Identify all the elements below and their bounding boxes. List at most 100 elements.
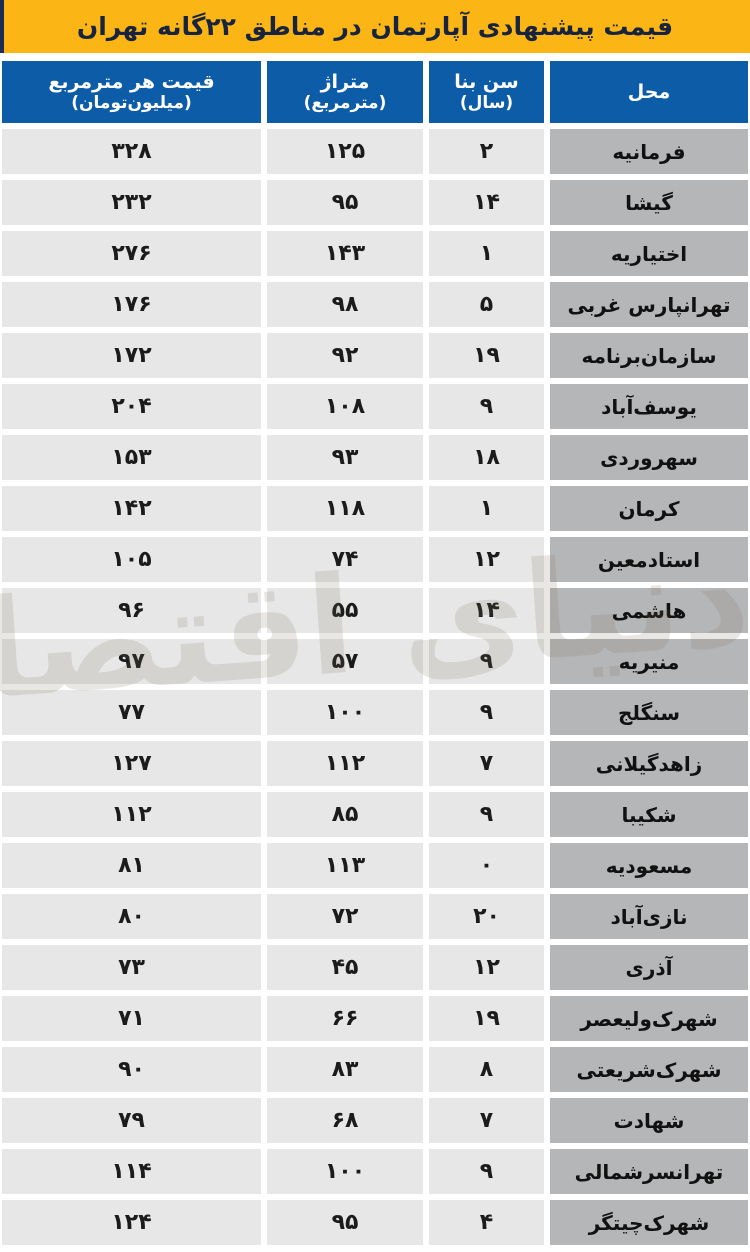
place-cell: اختیاریه bbox=[550, 231, 748, 276]
place-cell: فرمانیه bbox=[550, 129, 748, 174]
area-cell: ۸۳ bbox=[267, 1047, 423, 1092]
age-cell: ۱۹ bbox=[429, 996, 544, 1041]
header-sublabel-age: (سال) bbox=[459, 93, 514, 114]
age-cell: ۹ bbox=[429, 384, 544, 429]
table-row: اختیاریه ۱ ۱۴۳ ۲۷۶ bbox=[2, 231, 748, 276]
area-cell: ۱۲۵ bbox=[267, 129, 423, 174]
price-cell: ۱۷۶ bbox=[2, 282, 261, 327]
area-cell: ۹۲ bbox=[267, 333, 423, 378]
table-row: زاهدگیلانی ۷ ۱۱۲ ۱۲۷ bbox=[2, 741, 748, 786]
age-cell: ۱۴ bbox=[429, 180, 544, 225]
price-cell: ۱۵۳ bbox=[2, 435, 261, 480]
header-label-area: متراژ bbox=[320, 70, 370, 93]
age-cell: ۷ bbox=[429, 1098, 544, 1143]
header-sublabel-area: (مترمربع) bbox=[303, 93, 387, 114]
age-cell: ۷ bbox=[429, 741, 544, 786]
age-cell: ۴ bbox=[429, 1200, 544, 1245]
table-row: کرمان ۱ ۱۱۸ ۱۴۲ bbox=[2, 486, 748, 531]
area-cell: ۶۶ bbox=[267, 996, 423, 1041]
place-cell: شهادت bbox=[550, 1098, 748, 1143]
place-cell: هاشمی bbox=[550, 588, 748, 633]
table-row: تهرانسرشمالی ۹ ۱۰۰ ۱۱۴ bbox=[2, 1149, 748, 1194]
header-sublabel-price: (میلیون‌تومان) bbox=[71, 93, 192, 114]
table-row: تهرانپارس غربی ۵ ۹۸ ۱۷۶ bbox=[2, 282, 748, 327]
header-label-place: محل bbox=[627, 80, 671, 103]
age-cell: ۱۴ bbox=[429, 588, 544, 633]
place-cell: گیشا bbox=[550, 180, 748, 225]
table-row: یوسف‌آباد ۹ ۱۰۸ ۲۰۴ bbox=[2, 384, 748, 429]
age-cell: ۱۲ bbox=[429, 945, 544, 990]
table-header-row: محل سن بنا (سال) متراژ (مترمربع) قیمت هر… bbox=[2, 61, 748, 123]
place-cell: آذری bbox=[550, 945, 748, 990]
place-cell: یوسف‌آباد bbox=[550, 384, 748, 429]
place-cell: نازی‌آباد bbox=[550, 894, 748, 939]
area-cell: ۴۵ bbox=[267, 945, 423, 990]
price-cell: ۸۰ bbox=[2, 894, 261, 939]
table-row: شهرک‌چیتگر ۴ ۹۵ ۱۲۴ bbox=[2, 1200, 748, 1245]
age-cell: ۱ bbox=[429, 231, 544, 276]
age-cell: ۱۸ bbox=[429, 435, 544, 480]
area-cell: ۶۸ bbox=[267, 1098, 423, 1143]
table-row: آذری ۱۲ ۴۵ ۷۳ bbox=[2, 945, 748, 990]
place-cell: شهرک‌ولیعصر bbox=[550, 996, 748, 1041]
page-title: قیمت پیشنهادی آپارتمان در مناطق ۲۲گانه ت… bbox=[76, 12, 674, 41]
table-row: فرمانیه ۲ ۱۲۵ ۳۲۸ bbox=[2, 129, 748, 174]
price-cell: ۷۹ bbox=[2, 1098, 261, 1143]
title-banner: قیمت پیشنهادی آپارتمان در مناطق ۲۲گانه ت… bbox=[0, 0, 750, 53]
header-cell-price: قیمت هر مترمربع (میلیون‌تومان) bbox=[2, 61, 261, 123]
place-cell: تهرانپارس غربی bbox=[550, 282, 748, 327]
area-cell: ۹۸ bbox=[267, 282, 423, 327]
table-row: شکیبا ۹ ۸۵ ۱۱۲ bbox=[2, 792, 748, 837]
header-label-age: سن بنا bbox=[454, 70, 519, 93]
table-row: شهرک‌ولیعصر ۱۹ ۶۶ ۷۱ bbox=[2, 996, 748, 1041]
age-cell: ۲ bbox=[429, 129, 544, 174]
table-row: استادمعین ۱۲ ۷۴ ۱۰۵ bbox=[2, 537, 748, 582]
price-cell: ۹۰ bbox=[2, 1047, 261, 1092]
table-row: سازمان‌برنامه ۱۹ ۹۲ ۱۷۲ bbox=[2, 333, 748, 378]
price-cell: ۱۴۲ bbox=[2, 486, 261, 531]
price-cell: ۹۷ bbox=[2, 639, 261, 684]
place-cell: سنگلج bbox=[550, 690, 748, 735]
area-cell: ۱۰۸ bbox=[267, 384, 423, 429]
price-cell: ۲۰۴ bbox=[2, 384, 261, 429]
price-cell: ۱۱۲ bbox=[2, 792, 261, 837]
age-cell: ۲۰ bbox=[429, 894, 544, 939]
page-edge-strip bbox=[0, 0, 4, 53]
age-cell: ۵ bbox=[429, 282, 544, 327]
age-cell: ۹ bbox=[429, 639, 544, 684]
age-cell: ۱۹ bbox=[429, 333, 544, 378]
price-cell: ۱۱۴ bbox=[2, 1149, 261, 1194]
place-cell: منیریه bbox=[550, 639, 748, 684]
place-cell: سازمان‌برنامه bbox=[550, 333, 748, 378]
price-table: محل سن بنا (سال) متراژ (مترمربع) قیمت هر… bbox=[2, 61, 748, 1245]
table-row: نازی‌آباد ۲۰ ۷۲ ۸۰ bbox=[2, 894, 748, 939]
price-cell: ۹۶ bbox=[2, 588, 261, 633]
area-cell: ۹۳ bbox=[267, 435, 423, 480]
price-cell: ۱۷۲ bbox=[2, 333, 261, 378]
place-cell: استادمعین bbox=[550, 537, 748, 582]
area-cell: ۷۲ bbox=[267, 894, 423, 939]
area-cell: ۸۵ bbox=[267, 792, 423, 837]
area-cell: ۱۱۳ bbox=[267, 843, 423, 888]
age-cell: ۹ bbox=[429, 792, 544, 837]
area-cell: ۵۷ bbox=[267, 639, 423, 684]
header-cell-area: متراژ (مترمربع) bbox=[267, 61, 423, 123]
place-cell: سهروردی bbox=[550, 435, 748, 480]
area-cell: ۱۱۲ bbox=[267, 741, 423, 786]
price-cell: ۱۲۷ bbox=[2, 741, 261, 786]
table-row: شهادت ۷ ۶۸ ۷۹ bbox=[2, 1098, 748, 1143]
age-cell: ۹ bbox=[429, 1149, 544, 1194]
place-cell: شهرک‌چیتگر bbox=[550, 1200, 748, 1245]
place-cell: کرمان bbox=[550, 486, 748, 531]
age-cell: ۱۲ bbox=[429, 537, 544, 582]
area-cell: ۵۵ bbox=[267, 588, 423, 633]
age-cell: ۹ bbox=[429, 690, 544, 735]
table-row: سهروردی ۱۸ ۹۳ ۱۵۳ bbox=[2, 435, 748, 480]
area-cell: ۹۵ bbox=[267, 1200, 423, 1245]
table-row: مسعودیه ۰ ۱۱۳ ۸۱ bbox=[2, 843, 748, 888]
place-cell: شهرک‌شریعتی bbox=[550, 1047, 748, 1092]
table-row: منیریه ۹ ۵۷ ۹۷ bbox=[2, 639, 748, 684]
header-cell-age: سن بنا (سال) bbox=[429, 61, 544, 123]
place-cell: تهرانسرشمالی bbox=[550, 1149, 748, 1194]
area-cell: ۱۰۰ bbox=[267, 690, 423, 735]
